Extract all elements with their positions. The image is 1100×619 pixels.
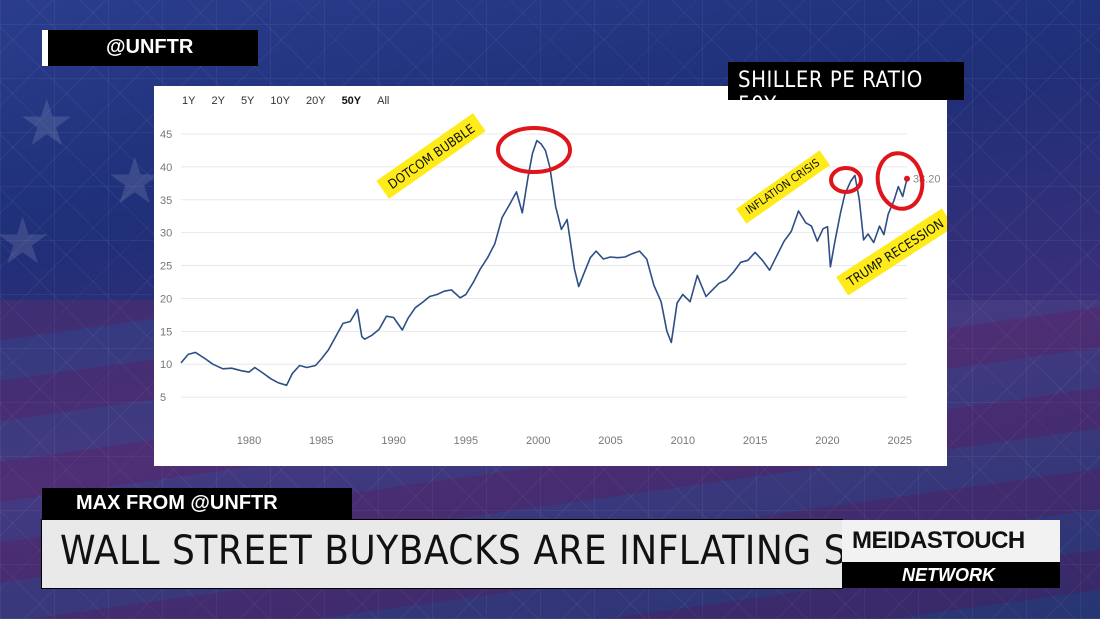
handle-text: @UNFTR (106, 36, 194, 58)
presenter-name: MAX FROM @UNFTR (76, 492, 278, 514)
annotation-label: INFLATION CRISIS (736, 150, 830, 224)
star-icon: ★ (106, 145, 164, 219)
brand-logo-top: MEIDASTOUCH (842, 520, 1060, 562)
range-tab-50y[interactable]: 50Y (341, 95, 362, 107)
x-tick-label: 2005 (598, 435, 622, 447)
headline-text: WALL STREET BUYBACKS ARE INFLATING STOCK… (60, 528, 972, 574)
y-tick-label: 10 (160, 359, 172, 371)
x-tick-label: 2020 (815, 435, 839, 447)
x-tick-label: 2015 (743, 435, 767, 447)
lower-third-name: MAX FROM @UNFTR (42, 488, 352, 520)
star-icon: ★ (18, 87, 76, 161)
annotation-bg (376, 113, 486, 199)
y-tick-label: 45 (160, 129, 172, 141)
annotation-bg (836, 208, 947, 296)
annotation-label: DOTCOM BUBBLE (376, 113, 486, 199)
y-tick-label: 30 (160, 228, 172, 240)
annotation-text: TRUMP RECESSION (844, 216, 947, 290)
trump-circle (875, 151, 925, 211)
chart-title-badge: SHILLER PE RATIO 50Y (728, 62, 964, 118)
range-tab-2y[interactable]: 2Y (211, 95, 225, 107)
y-tick-label: 20 (160, 293, 172, 305)
last-point-marker (904, 175, 910, 182)
brand-network: NETWORK (902, 565, 995, 585)
brand-logo-bottom: NETWORK (842, 562, 1060, 588)
inflation-circle (829, 166, 863, 194)
y-tick-label: 40 (160, 162, 172, 174)
x-tick-label: 1980 (237, 435, 261, 447)
x-tick-label: 1985 (309, 435, 333, 447)
range-tab-1y[interactable]: 1Y (182, 95, 196, 107)
y-tick-label: 25 (160, 261, 172, 273)
series-line (180, 139, 908, 387)
annotation-text: DOTCOM BUBBLE (386, 122, 478, 193)
x-tick-label: 1990 (381, 435, 405, 447)
x-tick-label: 2010 (671, 435, 695, 447)
range-tab-all[interactable]: All (377, 95, 390, 107)
y-tick-label: 35 (160, 195, 172, 207)
brand-name: MEIDASTOUCH (852, 527, 1025, 554)
x-tick-label: 2000 (526, 435, 550, 447)
handle-badge: @UNFTR (42, 30, 258, 66)
chart-title: SHILLER PE RATIO 50Y (738, 68, 923, 118)
y-tick-label: 15 (160, 326, 172, 338)
range-tab-10y[interactable]: 10Y (270, 95, 290, 107)
annotation-label: TRUMP RECESSION (836, 208, 947, 296)
chart-panel (154, 86, 947, 466)
x-tick-label: 1995 (454, 435, 478, 447)
range-tabs: 1Y 2Y 5Y 10Y 20Y 50Y All (182, 95, 405, 107)
annotation-bg (736, 150, 830, 224)
range-tab-5y[interactable]: 5Y (240, 95, 255, 107)
range-tab-20y[interactable]: 20Y (305, 95, 326, 107)
dotcom-circle (496, 126, 572, 174)
annotation-text: INFLATION CRISIS (743, 156, 822, 217)
last-value-label: 38.20 (913, 174, 941, 186)
lower-third-headline: WALL STREET BUYBACKS ARE INFLATING STOCK… (42, 520, 971, 588)
y-tick-label: 5 (160, 392, 166, 404)
star-icon: ★ (0, 205, 52, 279)
x-tick-label: 2025 (888, 435, 912, 447)
